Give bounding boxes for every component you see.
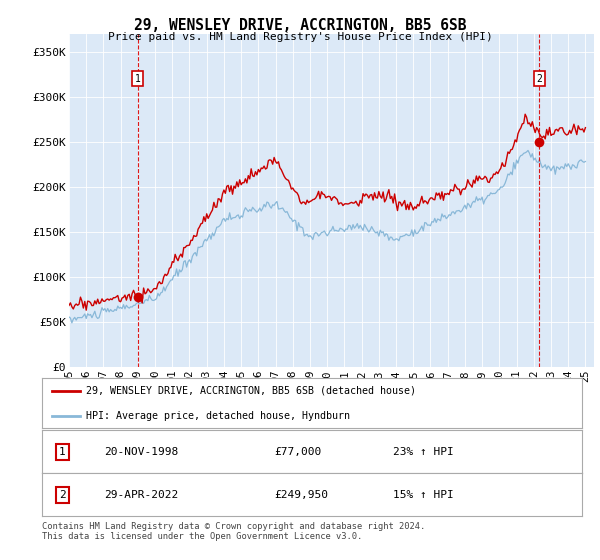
Text: 2: 2: [536, 73, 542, 83]
Text: Contains HM Land Registry data © Crown copyright and database right 2024.
This d: Contains HM Land Registry data © Crown c…: [42, 522, 425, 542]
Text: 20-NOV-1998: 20-NOV-1998: [104, 447, 178, 456]
Text: £77,000: £77,000: [274, 447, 322, 456]
Text: 23% ↑ HPI: 23% ↑ HPI: [393, 447, 454, 456]
Text: 1: 1: [59, 447, 66, 456]
Text: 29, WENSLEY DRIVE, ACCRINGTON, BB5 6SB (detached house): 29, WENSLEY DRIVE, ACCRINGTON, BB5 6SB (…: [86, 386, 416, 395]
Text: 2: 2: [59, 490, 66, 500]
Text: 1: 1: [135, 73, 141, 83]
Text: 29-APR-2022: 29-APR-2022: [104, 490, 178, 500]
Text: HPI: Average price, detached house, Hyndburn: HPI: Average price, detached house, Hynd…: [86, 411, 350, 421]
Text: £249,950: £249,950: [274, 490, 328, 500]
Text: 29, WENSLEY DRIVE, ACCRINGTON, BB5 6SB: 29, WENSLEY DRIVE, ACCRINGTON, BB5 6SB: [134, 18, 466, 33]
Text: Price paid vs. HM Land Registry's House Price Index (HPI): Price paid vs. HM Land Registry's House …: [107, 32, 493, 42]
Text: 15% ↑ HPI: 15% ↑ HPI: [393, 490, 454, 500]
